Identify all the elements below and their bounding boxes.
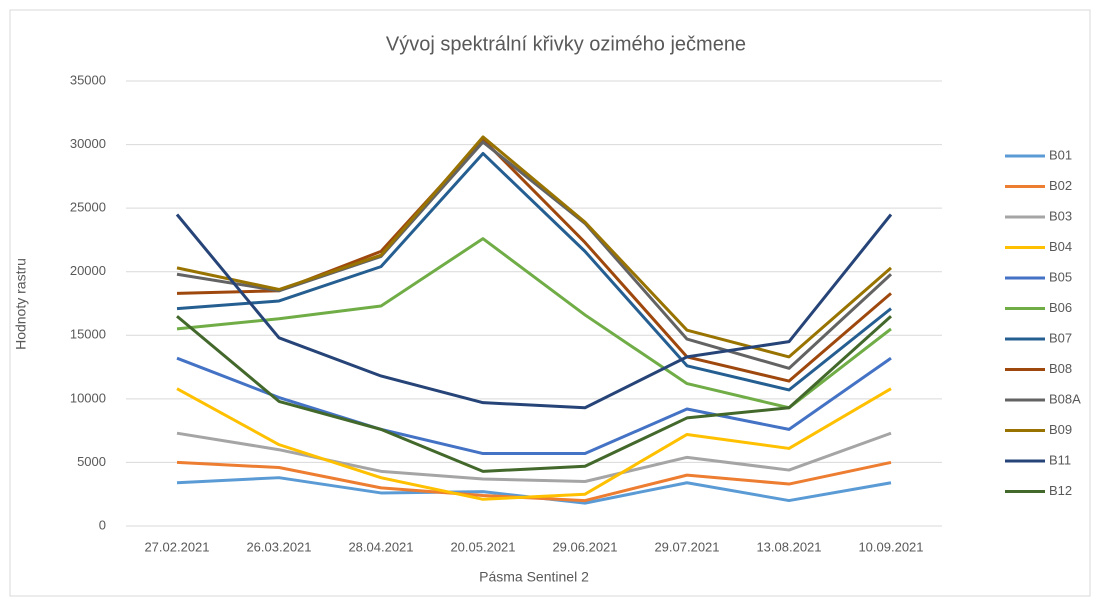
legend-label: B08A bbox=[1049, 391, 1081, 406]
legend-label: B04 bbox=[1049, 239, 1072, 254]
series-line bbox=[176, 431, 892, 483]
y-tick-label: 35000 bbox=[70, 72, 106, 87]
legend-label: B09 bbox=[1049, 422, 1072, 437]
legend-label: B06 bbox=[1049, 300, 1072, 315]
y-tick-label: 5000 bbox=[77, 454, 106, 469]
series-line bbox=[176, 356, 892, 456]
series-line bbox=[176, 315, 893, 473]
series-line bbox=[176, 135, 892, 359]
series-line bbox=[175, 213, 893, 410]
legend-label: B11 bbox=[1049, 452, 1071, 467]
x-tick-label: 29.07.2021 bbox=[654, 539, 719, 554]
x-tick-label: 10.09.2021 bbox=[858, 539, 923, 554]
legend-label: B12 bbox=[1049, 483, 1072, 498]
x-tick-label: 28.04.2021 bbox=[348, 539, 413, 554]
y-tick-label: 0 bbox=[99, 517, 106, 532]
legend-label: B02 bbox=[1049, 178, 1072, 193]
y-tick-label: 15000 bbox=[70, 327, 106, 342]
chart-title: Vývoj spektrální křivky ozimého ječmene bbox=[386, 33, 746, 55]
legend-label: B01 bbox=[1049, 147, 1072, 162]
x-axis-label: Pásma Sentinel 2 bbox=[479, 569, 589, 585]
x-tick-label: 26.03.2021 bbox=[246, 539, 311, 554]
x-tick-label: 13.08.2021 bbox=[756, 539, 821, 554]
series-line bbox=[176, 151, 892, 392]
y-tick-label: 25000 bbox=[70, 200, 106, 215]
y-axis-label: Hodnoty rastru bbox=[13, 258, 29, 350]
series-line bbox=[176, 387, 892, 501]
legend-label: B08 bbox=[1049, 361, 1072, 376]
x-tick-label: 29.06.2021 bbox=[552, 539, 617, 554]
series-line bbox=[176, 237, 892, 410]
legend-label: B05 bbox=[1049, 269, 1072, 284]
y-tick-label: 30000 bbox=[70, 136, 106, 151]
legend-label: B03 bbox=[1049, 208, 1072, 223]
x-tick-label: 27.02.2021 bbox=[144, 539, 209, 554]
y-tick-label: 20000 bbox=[70, 263, 106, 278]
x-tick-label: 20.05.2021 bbox=[450, 539, 515, 554]
legend-label: B07 bbox=[1049, 330, 1072, 345]
chart-border bbox=[9, 9, 1091, 597]
y-tick-label: 10000 bbox=[70, 390, 106, 405]
